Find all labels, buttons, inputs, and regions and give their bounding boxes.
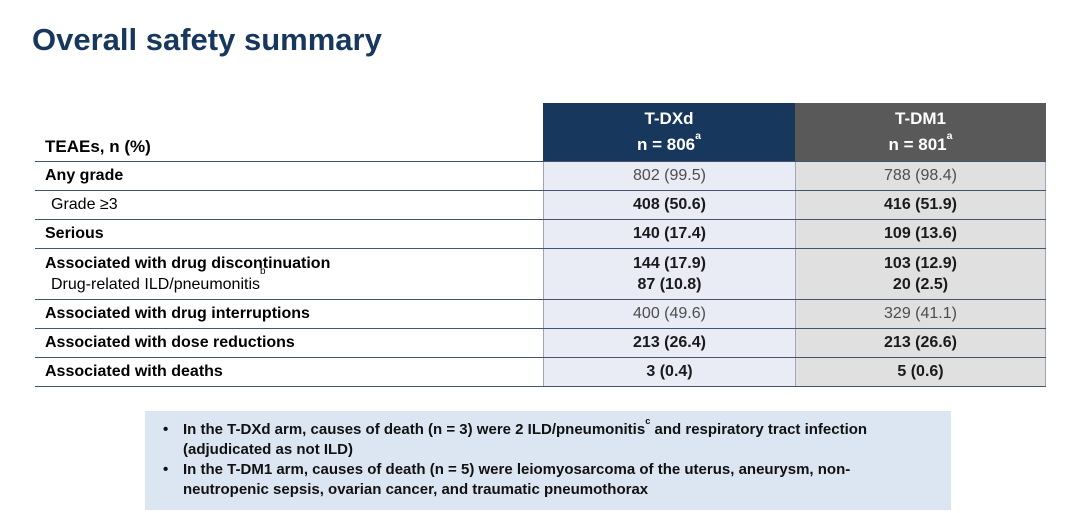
bullet-icon: • — [163, 461, 169, 479]
table-row: Serious 140 (17.4) 109 (13.6) — [35, 220, 1046, 249]
row-label: Serious — [45, 225, 104, 242]
column-n-count: n = 806a — [637, 129, 701, 154]
row-group-header: TEAEs, n (%) — [45, 137, 151, 156]
row-label: Associated with drug interruptions — [45, 305, 310, 322]
tdm1-value: 788 (98.4) — [795, 162, 1046, 190]
row-label: Associated with dose reductions — [45, 334, 295, 351]
tdm1-value: 213 (26.6) — [795, 329, 1046, 357]
tdm1-value: 20 (2.5) — [795, 275, 1046, 299]
table-row: Associated with deaths 3 (0.4) 5 (0.6) — [35, 358, 1046, 387]
column-drug-name: T-DM1 — [895, 108, 946, 128]
row-label: Grade ≥3 — [51, 196, 118, 213]
footnote-marker: a — [946, 129, 953, 142]
tdxd-value: 140 (17.4) — [543, 220, 795, 248]
row-label: Associated with drug discontinuation — [45, 255, 331, 272]
footnote-text: In the T-DM1 arm, causes of death (n = 5… — [183, 461, 851, 499]
tdxd-value: 408 (50.6) — [543, 191, 795, 219]
footnote-bullet-item: • In the T-DM1 arm, causes of death (n =… — [159, 460, 935, 500]
row-label: Any grade — [45, 167, 124, 184]
deaths-footnote-box: • In the T-DXd arm, causes of death (n =… — [145, 411, 951, 511]
row-label: Associated with deaths — [45, 363, 223, 380]
table-row: Grade ≥3 408 (50.6) 416 (51.9) — [35, 191, 1046, 220]
column-drug-name: T-DXd — [644, 108, 694, 128]
column-header-tdxd: T-DXd n = 806a — [543, 103, 795, 161]
bullet-icon: • — [163, 421, 169, 438]
tdxd-value: 802 (99.5) — [543, 162, 795, 190]
table-row: Associated with drug discontinuation 144… — [35, 249, 1046, 275]
table-row: Associated with drug interruptions 400 (… — [35, 300, 1046, 329]
table-row: Associated with dose reductions 213 (26.… — [35, 329, 1046, 358]
tdm1-value: 329 (41.1) — [795, 300, 1046, 328]
table-row: Drug-related ILD/pneumonitis b 87 (10.8) … — [35, 265, 1046, 300]
tdxd-value: 3 (0.4) — [543, 358, 795, 386]
footnote-marker: a — [695, 129, 701, 142]
table-row: Any grade 802 (99.5) 788 (98.4) — [35, 162, 1046, 191]
tdxd-value: 400 (49.6) — [543, 300, 795, 328]
page-title: Overall safety summary — [32, 22, 382, 57]
footnote-bullet-item: • In the T-DXd arm, causes of death (n =… — [159, 415, 935, 460]
tdm1-value: 5 (0.6) — [795, 358, 1046, 386]
table-header-row: TEAEs, n (%) T-DXd n = 806a T-DM1 n = 80… — [35, 103, 1046, 162]
column-header-tdm1: T-DM1 n = 801a — [795, 103, 1046, 161]
safety-summary-table: TEAEs, n (%) T-DXd n = 806a T-DM1 n = 80… — [35, 103, 1046, 387]
tdm1-value: 416 (51.9) — [795, 191, 1046, 219]
tdm1-value: 103 (12.9) — [795, 249, 1046, 275]
column-n-count: n = 801a — [888, 129, 953, 154]
tdxd-value: 213 (26.4) — [543, 329, 795, 357]
footnote-marker: c — [645, 415, 651, 426]
tdxd-value: 144 (17.9) — [543, 249, 795, 275]
tdm1-value: 109 (13.6) — [795, 220, 1046, 248]
footnote-text: In the T-DXd arm, causes of death (n = 3… — [183, 415, 868, 459]
row-label: Drug-related ILD/pneumonitis b — [51, 265, 266, 293]
tdxd-value: 87 (10.8) — [543, 275, 795, 299]
